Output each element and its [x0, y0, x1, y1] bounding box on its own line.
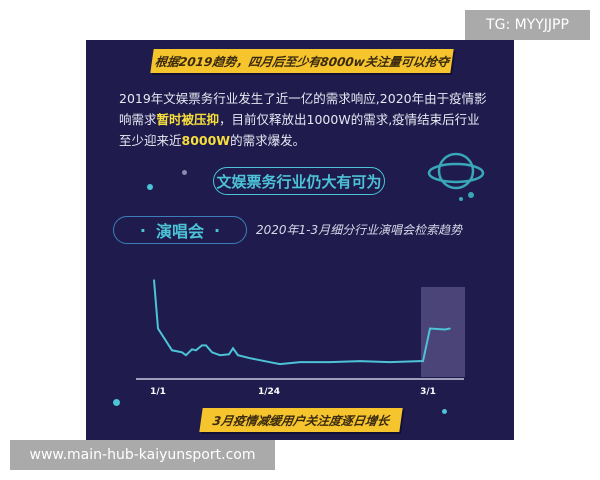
x-tick-label: 1/24 — [258, 387, 280, 397]
bottom-banner: 3月疫情减缓用户关注度逐日增长 — [199, 408, 403, 432]
highlight-text: 暂时被压抑 — [156, 112, 220, 127]
highlight-region — [421, 287, 465, 377]
data-point — [211, 351, 213, 354]
text: 2019年文娱票务行业发生了近一亿的需求响应,2020年由于疫情影响需求 — [119, 91, 487, 127]
section-label: 演唱会 — [155, 222, 204, 241]
section-label-pill: · 演唱会 · — [113, 216, 247, 244]
data-point — [153, 279, 155, 281]
chart-subtitle: 2020年1-3月细分行业演唱会检索趋势 — [256, 223, 463, 237]
data-point — [449, 327, 451, 330]
planet-icon — [427, 152, 485, 201]
data-point — [419, 360, 421, 362]
decor-dot — [442, 409, 447, 414]
data-point — [249, 357, 251, 360]
data-point — [219, 354, 221, 357]
data-point — [444, 328, 446, 331]
x-tick-label: 3/1 — [420, 387, 436, 397]
data-point — [237, 354, 239, 357]
highlight-text: 8000W — [181, 133, 231, 148]
data-point — [299, 361, 301, 363]
data-point — [191, 348, 193, 351]
data-point — [157, 327, 159, 330]
data-point — [232, 347, 234, 350]
dot: · — [139, 220, 146, 240]
text: ，目前仅释放出1000W的需求,疫情结束后行业至少迎来近 — [119, 112, 480, 148]
series-line — [153, 279, 451, 366]
decor-dot — [147, 184, 153, 190]
data-point — [329, 361, 331, 363]
data-point — [201, 344, 203, 347]
data-point — [422, 360, 424, 362]
line-chart: 1/1 1/24 3/1 — [136, 279, 465, 397]
data-point — [181, 351, 183, 354]
x-tick-label: 1/1 — [150, 387, 166, 397]
data-point — [359, 360, 361, 362]
data-point — [185, 354, 187, 357]
description-paragraph: 2019年文娱票务行业发生了近一亿的需求响应,2020年由于疫情影响需求暂时被压… — [119, 88, 489, 151]
data-point — [429, 327, 431, 330]
data-point — [171, 349, 173, 352]
data-point — [389, 361, 391, 363]
infographic: 根据2019趋势，四月后至少有8000w关注量可以抢夺 2019年文娱票务行业发… — [86, 40, 514, 440]
text: 的需求爆发。 — [230, 133, 306, 148]
decor-dot — [182, 170, 187, 175]
watermark-top: TG: MYYJJPP — [465, 10, 590, 40]
data-point — [279, 363, 281, 365]
decor-dot — [113, 399, 120, 406]
dot: · — [214, 220, 221, 240]
data-point — [195, 349, 197, 352]
data-point — [228, 353, 230, 356]
data-point — [205, 344, 207, 347]
watermark-bottom: www.main-hub-kaiyunsport.com — [10, 440, 275, 470]
data-point — [269, 361, 271, 363]
headline-pill: 文娱票务行业仍大有可为 — [213, 167, 385, 195]
